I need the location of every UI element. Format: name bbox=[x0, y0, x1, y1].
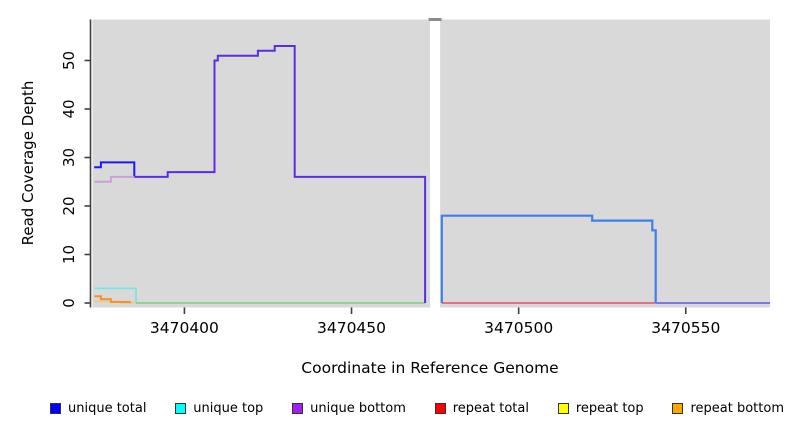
y-tick-label: 0 bbox=[60, 298, 78, 308]
legend-item-unique-top: unique top bbox=[175, 401, 263, 416]
legend-swatch-icon bbox=[175, 402, 187, 414]
legend-item-repeat-bottom: repeat bottom bbox=[672, 401, 784, 416]
y-tick-label: 40 bbox=[60, 99, 78, 118]
x-axis-title: Coordinate in Reference Genome bbox=[301, 359, 558, 377]
x-tick-label: 3470500 bbox=[484, 319, 553, 337]
y-tick-label: 20 bbox=[60, 196, 78, 215]
trace-unique-total-left-solo bbox=[94, 161, 136, 177]
coverage-traces bbox=[94, 45, 770, 304]
legend-item-repeat-total: repeat total bbox=[434, 400, 529, 416]
y-tick-label: 10 bbox=[60, 245, 78, 264]
legend-swatch-icon bbox=[434, 402, 446, 414]
y-axis: 0 10 20 30 40 50 bbox=[60, 19, 92, 308]
coverage-chart: 0 10 20 30 40 50 3470400 3470450 3470500 3470550… bbox=[19, 18, 770, 377]
x-tick-label: 3470450 bbox=[317, 319, 386, 337]
legend-label: repeat total bbox=[452, 400, 529, 416]
trace-unique-bottom-left-solo bbox=[94, 175, 135, 183]
trace-unique-total-and-top-right-merged bbox=[440, 214, 657, 303]
y-axis-title: Read Coverage Depth bbox=[19, 81, 37, 246]
plot-svg: 0 10 20 30 40 50 3470400 3470450 3470500 3470550… bbox=[19, 18, 770, 377]
plot-panel-1 bbox=[92, 19, 431, 308]
legend-label: unique total bbox=[68, 400, 147, 416]
chart-legend: unique total unique top unique bottom repea… bbox=[50, 396, 784, 420]
trace-unique-top-left bbox=[94, 287, 137, 303]
x-tick-label: 3470550 bbox=[651, 319, 720, 337]
legend-swatch-icon bbox=[672, 402, 684, 414]
plot-panels bbox=[92, 19, 770, 308]
legend-item-repeat-top: repeat top bbox=[557, 400, 644, 416]
y-tick-label: 50 bbox=[60, 51, 78, 70]
legend-label: unique bottom bbox=[310, 400, 406, 416]
x-tick-label: 3470400 bbox=[150, 319, 219, 337]
legend-item-unique-total: unique total bbox=[50, 401, 146, 416]
legend-label: unique top bbox=[193, 400, 264, 416]
legend-swatch-icon bbox=[292, 402, 304, 414]
x-axis: 3470400 3470450 3470500 3470550 bbox=[150, 307, 720, 337]
legend-swatch-icon bbox=[557, 402, 569, 414]
trace-unique-total-and-bottom-left-merged bbox=[134, 45, 427, 303]
trace-repeat-bottom-left bbox=[94, 295, 131, 303]
legend-label: repeat bottom bbox=[690, 400, 784, 416]
legend-label: repeat top bbox=[575, 400, 644, 416]
plot-panel-2 bbox=[440, 19, 770, 308]
legend-item-unique-bottom: unique bottom bbox=[292, 401, 406, 416]
legend-swatch-icon bbox=[50, 402, 61, 414]
y-tick-label: 30 bbox=[60, 148, 78, 167]
